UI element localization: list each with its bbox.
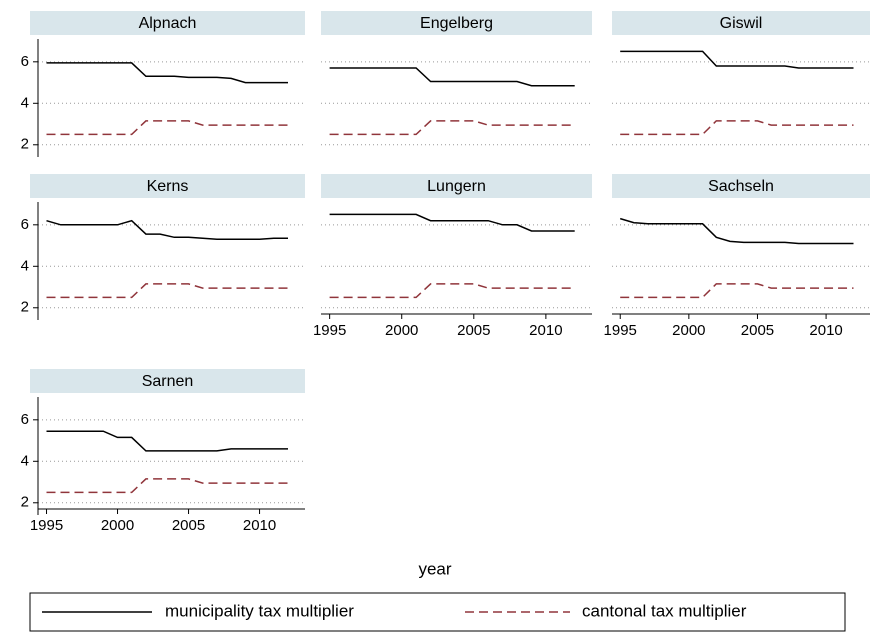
legend-label: municipality tax multiplier [165,601,354,620]
panel-header [612,174,870,198]
x-tick-label: 1995 [30,517,63,534]
x-tick-label: 2005 [172,517,205,534]
y-tick-label: 6 [21,53,29,70]
panel-title: Alpnach [139,15,197,32]
x-tick-label: 2000 [101,517,134,534]
x-tick-label: 2010 [809,322,842,339]
series-line [46,430,288,452]
series-line [329,120,575,136]
panel-title: Lungern [427,178,486,195]
series-line [620,283,854,299]
legend-label: cantonal tax multiplier [582,601,747,620]
series-line [46,62,288,84]
series-line [46,283,288,299]
panel-header [30,369,305,393]
series-line [46,219,288,241]
series-line [329,67,575,87]
panel-header [321,174,592,198]
y-tick-label: 4 [21,452,29,469]
panel-title: Sachseln [708,178,774,195]
y-tick-label: 6 [21,216,29,233]
panel-title: Engelberg [420,15,493,32]
x-axis-label: year [418,559,451,578]
y-tick-label: 6 [21,411,29,428]
y-tick-label: 2 [21,299,29,316]
series-line [46,478,288,494]
series-line [46,120,288,136]
y-tick-label: 2 [21,494,29,511]
x-tick-label: 1995 [313,322,346,339]
x-tick-label: 2010 [529,322,562,339]
series-line [329,213,575,232]
x-tick-label: 1995 [604,322,637,339]
series-line [620,120,854,136]
panel-header [30,174,305,198]
panel-header [321,11,592,35]
panel-title: Kerns [147,178,189,195]
x-tick-label: 2000 [672,322,705,339]
series-line [329,283,575,299]
panel-header [612,11,870,35]
panel-title: Giswil [720,15,763,32]
y-tick-label: 2 [21,136,29,153]
series-line [619,217,854,245]
x-tick-label: 2000 [385,322,418,339]
x-tick-label: 2010 [243,517,276,534]
y-tick-label: 4 [21,94,29,111]
x-tick-label: 2005 [741,322,774,339]
panel-title: Sarnen [142,373,194,390]
panel-header [30,11,305,35]
x-tick-label: 2005 [457,322,490,339]
legend-box [29,592,846,632]
series-line [620,50,854,69]
y-tick-label: 4 [21,257,29,274]
